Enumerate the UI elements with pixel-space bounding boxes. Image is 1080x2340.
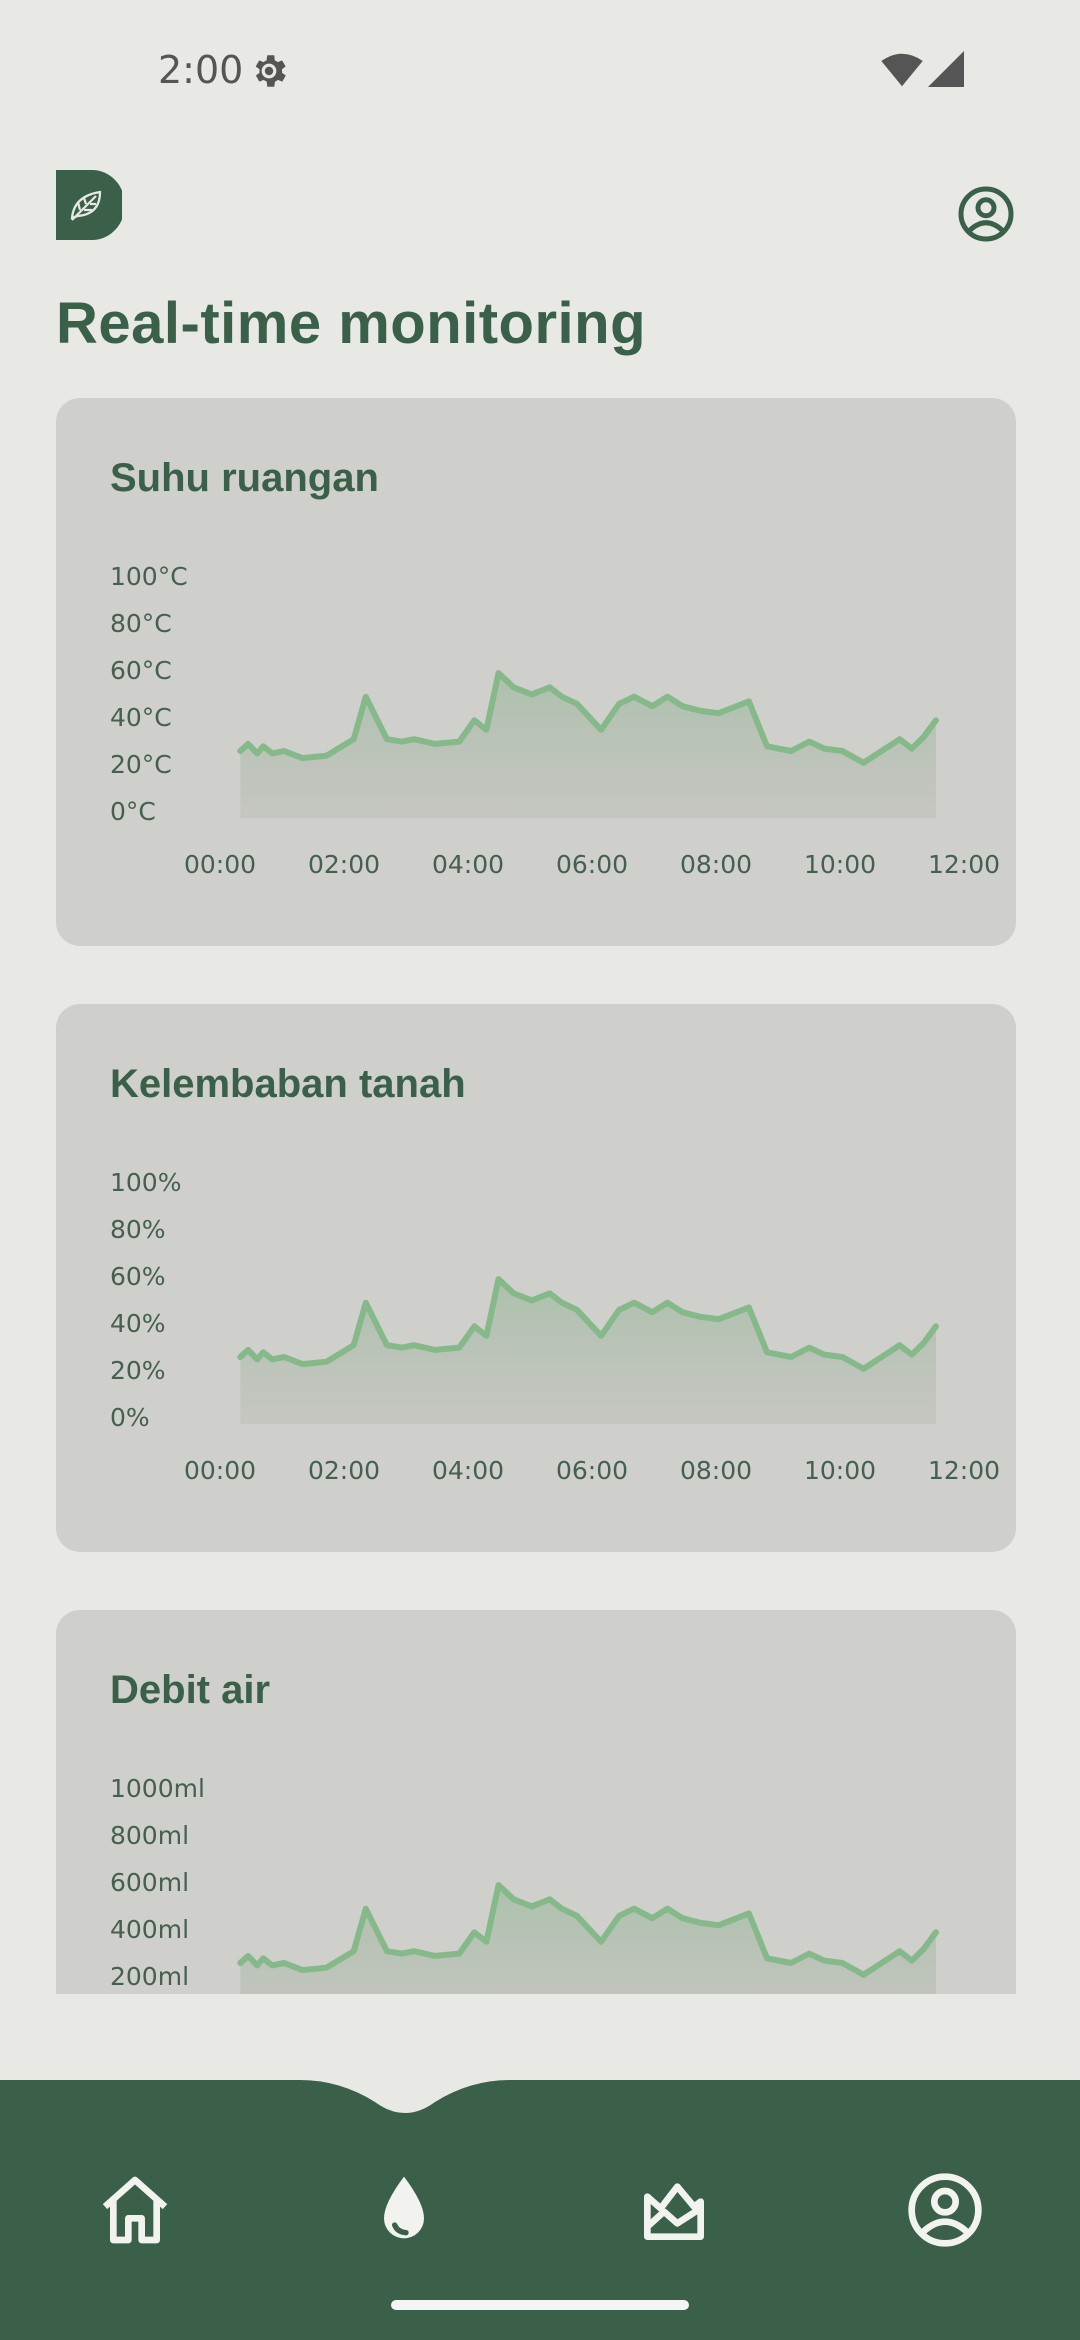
x-tick-label: 02:00 bbox=[308, 1456, 380, 1485]
card-title: Debit air bbox=[110, 1668, 271, 1712]
y-tick-label: 80°C bbox=[110, 609, 172, 638]
water-flow-card: Debit air 1000ml 800ml 600ml 400ml 200ml bbox=[56, 1610, 1016, 1994]
series-area bbox=[240, 1885, 936, 1994]
x-tick-label: 04:00 bbox=[432, 1456, 504, 1485]
user-circle-icon[interactable] bbox=[905, 2170, 985, 2250]
temperature-chart: 100°C 80°C 60°C 40°C 20°C 0°C 00:00 02:00 04:00 0… bbox=[110, 562, 1000, 879]
y-tick-label: 40°C bbox=[110, 703, 172, 732]
gear-icon bbox=[255, 55, 286, 87]
x-tick-label: 04:00 bbox=[432, 850, 504, 879]
y-tick-label: 800ml bbox=[110, 1821, 189, 1850]
y-tick-label: 60% bbox=[110, 1262, 166, 1291]
series-line bbox=[237, 1276, 939, 1372]
x-tick-label: 06:00 bbox=[556, 850, 628, 879]
y-tick-label: 20% bbox=[110, 1356, 166, 1385]
soil-moisture-card: Kelembaban tanah 100% 80% 60% 40% 20% 0% 00:00… bbox=[56, 1004, 1016, 1552]
y-tick-label: 20°C bbox=[110, 750, 172, 779]
status-time: 2:00 bbox=[158, 48, 244, 92]
y-tick-label: 600ml bbox=[110, 1868, 189, 1897]
x-tick-label: 12:00 bbox=[928, 1456, 1000, 1485]
y-tick-label: 0°C bbox=[110, 797, 156, 826]
nav-active-notch bbox=[300, 2080, 510, 2113]
y-tick-label: 80% bbox=[110, 1215, 166, 1244]
y-tick-label: 400ml bbox=[110, 1915, 189, 1944]
page-title: Real-time monitoring bbox=[56, 291, 647, 356]
x-tick-label: 10:00 bbox=[804, 1456, 876, 1485]
water-drop-icon[interactable] bbox=[364, 2170, 444, 2250]
bottom-navigation bbox=[0, 2080, 1080, 2340]
series-line bbox=[237, 670, 939, 766]
y-tick-label: 1000ml bbox=[110, 1774, 205, 1803]
logo-leaf-icon bbox=[56, 170, 122, 240]
chart-icon[interactable] bbox=[634, 2170, 714, 2250]
soil-moisture-chart: 100% 80% 60% 40% 20% 0% 00:00 02:00 04:00 06:00 08… bbox=[110, 1168, 1000, 1485]
wifi-icon bbox=[881, 53, 923, 87]
status-bar: 2:00 bbox=[0, 0, 1080, 140]
x-tick-label: 02:00 bbox=[308, 850, 380, 879]
series-area bbox=[240, 1279, 936, 1424]
card-title: Suhu ruangan bbox=[110, 456, 379, 500]
x-tick-label: 08:00 bbox=[680, 1456, 752, 1485]
y-tick-label: 100°C bbox=[110, 562, 188, 591]
temperature-card: Suhu ruangan 100°C 80°C 60°C 40°C 20°C 0°C 00:… bbox=[56, 398, 1016, 946]
user-circle-icon[interactable] bbox=[956, 184, 1016, 244]
x-tick-label: 06:00 bbox=[556, 1456, 628, 1485]
x-tick-label: 12:00 bbox=[928, 850, 1000, 879]
home-icon[interactable] bbox=[95, 2170, 175, 2250]
y-tick-label: 40% bbox=[110, 1309, 166, 1338]
y-tick-label: 200ml bbox=[110, 1962, 189, 1991]
x-tick-label: 00:00 bbox=[184, 1456, 256, 1485]
water-flow-chart: 1000ml 800ml 600ml 400ml 200ml bbox=[110, 1774, 939, 1994]
y-tick-label: 0% bbox=[110, 1403, 150, 1432]
series-line bbox=[237, 1882, 939, 1978]
monitoring-list[interactable]: Suhu ruangan 100°C 80°C 60°C 40°C 20°C 0°C 00:… bbox=[0, 398, 1080, 1994]
home-indicator bbox=[391, 2300, 689, 2310]
card-title: Kelembaban tanah bbox=[110, 1062, 466, 1106]
y-tick-label: 100% bbox=[110, 1168, 181, 1197]
series-area bbox=[240, 673, 936, 818]
x-tick-label: 00:00 bbox=[184, 850, 256, 879]
x-tick-label: 08:00 bbox=[680, 850, 752, 879]
signal-icon bbox=[928, 51, 964, 87]
x-tick-label: 10:00 bbox=[804, 850, 876, 879]
y-tick-label: 60°C bbox=[110, 656, 172, 685]
